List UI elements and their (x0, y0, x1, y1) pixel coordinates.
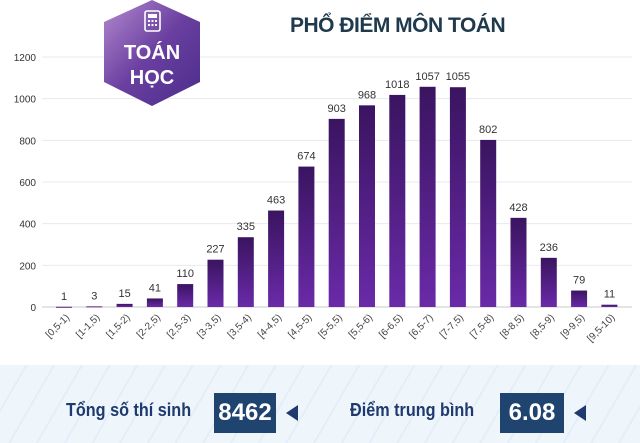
data-label: 674 (297, 151, 315, 163)
x-tick-label: [4,5-5) (286, 312, 314, 340)
chart-title: PHỔ ĐIỂM MÔN TOÁN (290, 14, 506, 37)
x-tick-label: [3-3,5) (195, 312, 223, 340)
y-tick-label: 1000 (14, 95, 37, 106)
data-label: 335 (237, 221, 255, 233)
data-label: 79 (573, 275, 585, 287)
data-label: 1018 (385, 79, 409, 91)
x-tick-label: [8,5-9) (529, 312, 557, 340)
x-tick-label: [7-7,5) (438, 312, 466, 340)
data-label: 903 (328, 103, 346, 115)
summary-footer: Tổng số thí sinh 8462 Điểm trung bình 6.… (0, 365, 640, 443)
bar (237, 237, 254, 307)
x-tick-label: [5-5,5) (317, 312, 345, 340)
calculator-icon (144, 10, 161, 32)
bar (510, 217, 527, 307)
data-label: 41 (149, 282, 161, 294)
x-tick-label: [2-2,5) (135, 312, 163, 340)
total-candidates-value: 8462 (214, 393, 276, 433)
bar (449, 87, 466, 307)
logo-text-line2: HỌC (130, 67, 174, 89)
bar (540, 257, 557, 307)
logo-text-line1: TOÁN (124, 41, 180, 64)
bar (207, 259, 224, 307)
bar (359, 105, 375, 307)
data-label: 11 (604, 289, 615, 301)
data-label: 15 (118, 288, 130, 300)
bar (86, 306, 103, 308)
x-tick-label: [1-1,5) (74, 312, 102, 340)
bar (389, 94, 406, 308)
average-score-label: Điểm trung bình (350, 400, 475, 420)
total-candidates-label: Tổng số thí sinh (66, 400, 192, 420)
x-tick-label: [0,5-1) (44, 312, 72, 340)
y-tick-label: 600 (19, 178, 36, 189)
data-label: 428 (509, 202, 527, 214)
x-tick-label: [4-4,5) (256, 312, 284, 340)
data-label: 236 (540, 242, 558, 254)
x-tick-label: [9,5-10) (585, 312, 617, 344)
y-tick-label: 800 (19, 136, 36, 147)
average-score-value: 6.08 (500, 393, 564, 433)
data-label: 1057 (415, 71, 439, 83)
x-tick-label: [8-8,5) (498, 312, 526, 340)
data-label: 110 (176, 268, 194, 280)
x-tick-label: [6-6,5) (377, 312, 405, 340)
bar (56, 306, 72, 308)
bar (419, 86, 436, 308)
x-tick-label: [1,5-2) (105, 312, 133, 340)
bar (480, 139, 497, 307)
x-tick-label: [2,5-3) (165, 312, 193, 340)
bar-chart: 0 200 400 600 800 1000 1200 1 [0,5-1) 3 [1-1,5) 15 [… (14, 0, 632, 344)
data-label: 227 (206, 244, 224, 256)
data-label: 1 (61, 291, 67, 303)
bar (177, 284, 194, 307)
data-label: 463 (267, 195, 285, 207)
data-label: 1055 (446, 71, 470, 83)
x-tick-label: [6,5-7) (408, 312, 436, 340)
y-tick-label: 200 (19, 261, 36, 272)
x-tick-label: [7,5-8) (468, 312, 496, 340)
bar (601, 304, 618, 307)
data-label: 802 (479, 124, 497, 136)
bar (328, 118, 345, 307)
x-tick-label: [5,5-6) (347, 312, 375, 340)
arrow-left-icon (286, 405, 298, 421)
bar (116, 303, 133, 307)
bar (268, 210, 285, 307)
x-tick-label: [9-9,5) (559, 312, 587, 340)
data-label: 3 (91, 290, 97, 302)
y-tick-label: 1200 (14, 53, 37, 64)
y-tick-label: 0 (30, 303, 36, 314)
bar (146, 298, 163, 307)
logo: TOÁN HỌC (104, 0, 200, 106)
y-tick-label: 400 (19, 220, 36, 231)
bar (298, 166, 315, 307)
x-tick-label: [3,5-4) (226, 312, 254, 340)
bar (571, 290, 588, 307)
arrow-left-icon (574, 405, 586, 421)
data-label: 968 (358, 89, 376, 101)
